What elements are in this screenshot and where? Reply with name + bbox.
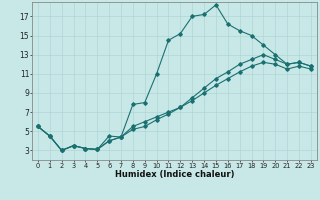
X-axis label: Humidex (Indice chaleur): Humidex (Indice chaleur): [115, 170, 234, 179]
